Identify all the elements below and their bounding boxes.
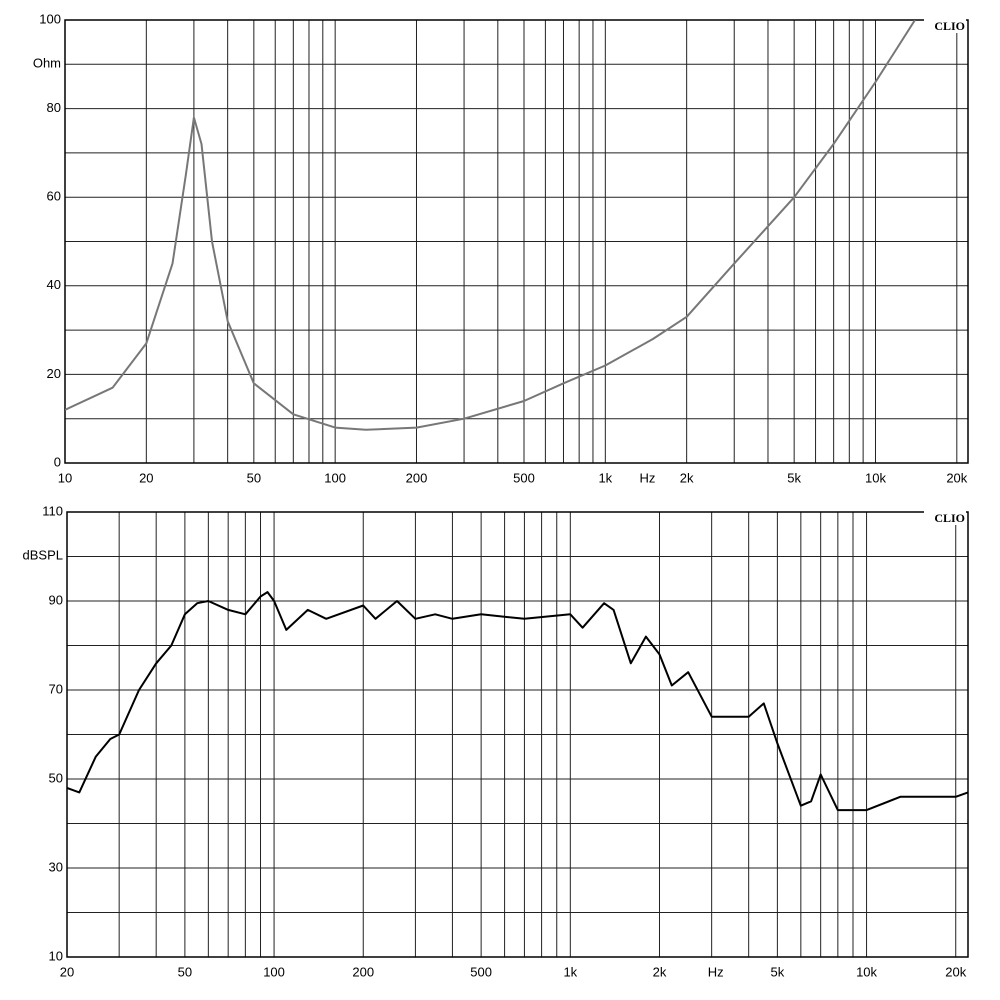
y-axis-label: dBSPL: [23, 547, 63, 562]
data-line: [65, 20, 916, 431]
x-tick-label: 20k: [945, 964, 966, 979]
x-tick-label: 500: [513, 470, 535, 485]
data-line: [67, 591, 968, 812]
y-tick-label: 90: [49, 592, 63, 607]
x-tick-label: 500: [470, 964, 492, 979]
x-tick-label: 10k: [856, 964, 877, 979]
x-tick-label: 200: [406, 470, 428, 485]
plot-frame: [66, 511, 969, 958]
x-tick-label: 2k: [680, 470, 694, 485]
y-tick-label: 70: [49, 681, 63, 696]
x-axis-label: Hz: [708, 964, 724, 979]
watermark: CLIO: [934, 19, 965, 33]
watermark: CLIO: [934, 511, 965, 525]
y-tick-label: 30: [49, 859, 63, 874]
plot-frame: [64, 19, 969, 464]
y-tick-label: 50: [49, 770, 63, 785]
watermark-bg: [924, 19, 966, 33]
y-tick-label: 80: [47, 100, 61, 115]
x-tick-label: 1k: [563, 964, 577, 979]
y-tick-label: 40: [47, 277, 61, 292]
x-tick-label: 10k: [865, 470, 886, 485]
y-tick-label: 10: [49, 948, 63, 963]
y-tick-label: 110: [42, 503, 63, 518]
x-tick-label: 100: [324, 470, 346, 485]
x-tick-label: 20: [60, 964, 74, 979]
y-tick-label: 60: [47, 189, 61, 204]
x-tick-label: 10: [58, 470, 72, 485]
x-tick-label: 1k: [598, 470, 612, 485]
x-tick-label: 5k: [787, 470, 801, 485]
y-tick-label: 20: [47, 366, 61, 381]
watermark-bg: [924, 511, 966, 525]
x-tick-label: 2k: [653, 964, 667, 979]
x-tick-label: 200: [352, 964, 374, 979]
x-tick-label: 50: [178, 964, 192, 979]
y-axis-label: Ohm: [33, 55, 61, 70]
x-tick-label: 100: [263, 964, 285, 979]
x-tick-label: 5k: [771, 964, 785, 979]
x-tick-label: 50: [247, 470, 261, 485]
x-tick-label: 20k: [946, 470, 967, 485]
x-axis-label: Hz: [639, 470, 655, 485]
x-tick-label: 20: [139, 470, 153, 485]
y-tick-label: 100: [39, 11, 61, 26]
y-tick-label: 0: [54, 454, 61, 469]
